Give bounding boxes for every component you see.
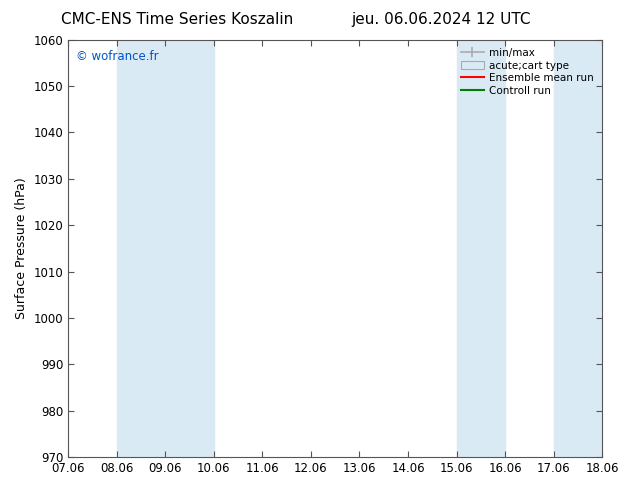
Text: © wofrance.fr: © wofrance.fr — [76, 50, 158, 63]
Bar — [553, 40, 602, 457]
Text: CMC-ENS Time Series Koszalin: CMC-ENS Time Series Koszalin — [61, 12, 294, 27]
Text: jeu. 06.06.2024 12 UTC: jeu. 06.06.2024 12 UTC — [351, 12, 531, 27]
Bar — [456, 40, 505, 457]
Bar — [165, 40, 214, 457]
Y-axis label: Surface Pressure (hPa): Surface Pressure (hPa) — [15, 177, 28, 319]
Legend: min/max, acute;cart type, Ensemble mean run, Controll run: min/max, acute;cart type, Ensemble mean … — [458, 45, 597, 99]
Bar — [117, 40, 165, 457]
